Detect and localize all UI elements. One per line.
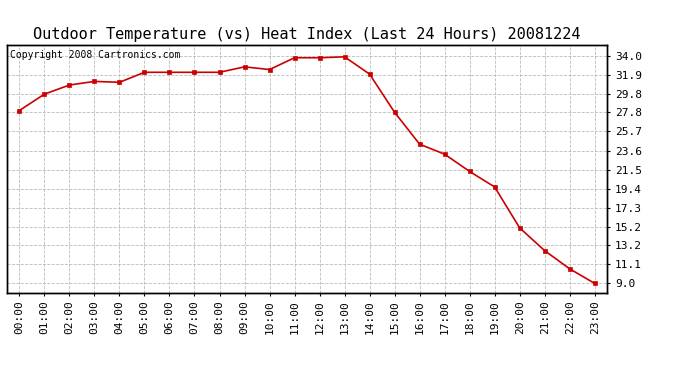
Text: Copyright 2008 Cartronics.com: Copyright 2008 Cartronics.com xyxy=(10,50,180,60)
Title: Outdoor Temperature (vs) Heat Index (Last 24 Hours) 20081224: Outdoor Temperature (vs) Heat Index (Las… xyxy=(33,27,581,42)
